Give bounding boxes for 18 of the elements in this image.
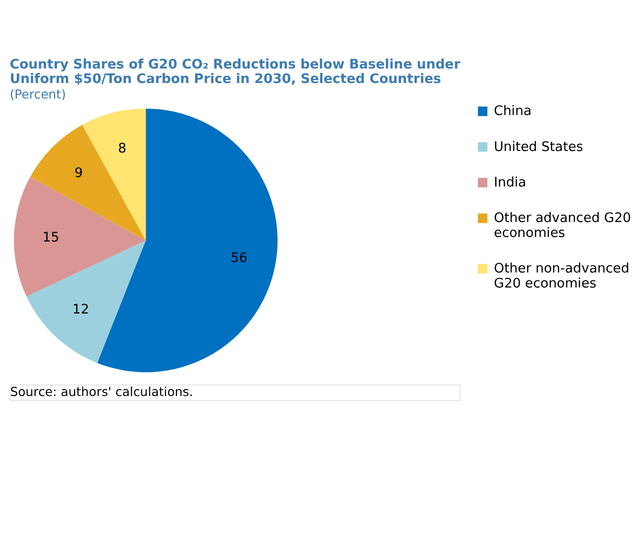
data-label: 56 [230, 251, 248, 266]
pie-slice [26, 240, 146, 363]
chart-subtitle: (Percent) [10, 86, 66, 102]
data-label: 15 [42, 230, 60, 246]
legend-label: United States [494, 140, 584, 155]
pie-slice [30, 124, 146, 240]
legend-label: Other advanced G20 economies [494, 211, 631, 241]
data-label: 9 [74, 166, 83, 182]
pie-slice [82, 108, 146, 240]
pie-slice [14, 176, 146, 297]
pie-slice [97, 108, 278, 372]
chart-title: Country Shares of G20 CO₂ Reductions below Baseline under Uniform $50/Ton Carbon Price in 2030, Selected Countries [10, 57, 461, 88]
data-label: 12 [72, 302, 90, 318]
legend-label: India [494, 176, 526, 191]
legend-label: China [494, 104, 532, 120]
legend-label: Other non-advanced G20 economies [494, 262, 630, 292]
data-label: 8 [118, 141, 126, 156]
source-note: Source: authors' calculations. [10, 384, 194, 400]
